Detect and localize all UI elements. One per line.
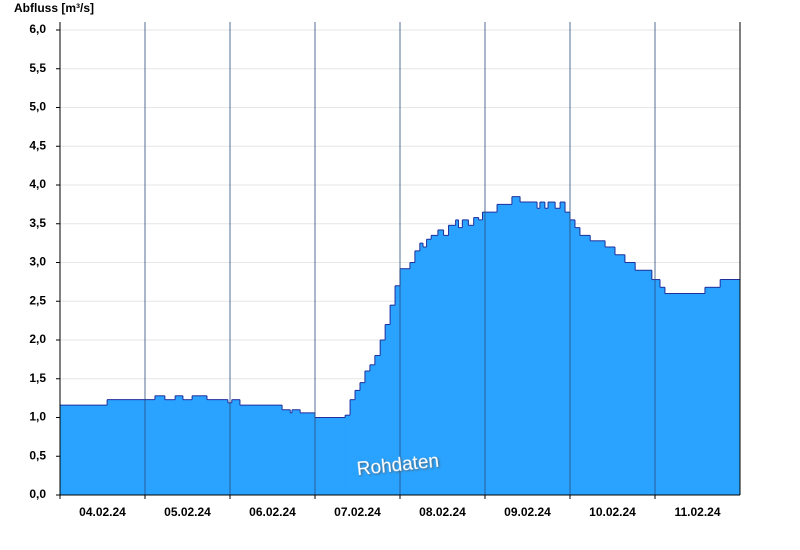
x-tick-label: 04.02.24 <box>79 505 126 519</box>
y-tick-label: 1,5 <box>29 371 46 385</box>
area-step <box>443 235 449 495</box>
area-step <box>614 254 626 495</box>
area-step <box>400 268 411 495</box>
area-step <box>704 287 721 495</box>
x-tick-label: 06.02.24 <box>249 505 296 519</box>
area-step <box>290 412 293 495</box>
y-tick-label: 2,0 <box>29 332 46 346</box>
area-step <box>419 243 424 495</box>
x-tick-label: 05.02.24 <box>164 505 211 519</box>
area-step <box>60 405 108 495</box>
area-step <box>468 225 475 496</box>
x-tick-label: 10.02.24 <box>589 505 636 519</box>
y-tick-label: 4,0 <box>29 177 46 191</box>
plot-area: 0,0 0,5 1,0 1,5 2,0 2,5 3,0 3,5 4,0 4,5 5,0 5,5 6,0 0… <box>29 22 741 519</box>
area-step <box>720 279 741 495</box>
x-tick-label: 11.02.24 <box>674 505 720 519</box>
area-step <box>431 235 439 495</box>
area-step <box>364 371 371 495</box>
area-step <box>590 240 606 495</box>
y-tick-label: 2,5 <box>29 293 46 307</box>
area-step <box>462 219 469 495</box>
y-tick-label: 4,5 <box>29 138 46 152</box>
area-step <box>369 364 376 495</box>
area-step <box>659 287 666 495</box>
area-step <box>458 227 463 495</box>
area-step <box>478 219 483 495</box>
area-step <box>560 202 566 496</box>
area-step <box>448 225 457 496</box>
area-step <box>414 250 421 495</box>
area-step <box>605 247 616 495</box>
x-tick-label: 08.02.24 <box>419 505 466 519</box>
area-step <box>107 399 156 495</box>
area-step <box>635 270 653 495</box>
y-tick-label: 5,0 <box>29 100 46 114</box>
area-step <box>520 202 538 496</box>
area-step <box>574 227 581 495</box>
y-tick-label: 6,0 <box>29 22 46 36</box>
area-step <box>239 405 283 495</box>
area-step <box>624 262 636 495</box>
area-step <box>282 409 291 495</box>
area-step <box>497 204 513 495</box>
area-step <box>473 217 480 496</box>
area-step <box>385 324 391 495</box>
area-step <box>395 285 401 495</box>
area-step <box>380 340 386 495</box>
area-step <box>548 202 556 496</box>
area-step <box>511 196 521 495</box>
area-step <box>565 212 571 495</box>
area-step <box>192 395 208 495</box>
area-step <box>355 390 361 495</box>
area-step <box>154 395 166 495</box>
y-tick-label: 3,5 <box>29 216 46 230</box>
y-tick-label: 1,0 <box>29 410 46 424</box>
area-step <box>570 219 576 495</box>
area-step <box>544 208 549 495</box>
area-step <box>291 409 301 495</box>
y-tick-label: 0,0 <box>29 487 46 501</box>
area-step <box>664 293 706 495</box>
y-axis-label: Abfluss [m³/s] <box>14 1 94 15</box>
area-step <box>182 399 193 495</box>
area-step <box>437 229 444 495</box>
area-step <box>555 208 561 495</box>
area-step <box>537 208 541 495</box>
x-tick-label: 07.02.24 <box>334 505 381 519</box>
area-step <box>409 262 416 495</box>
x-tick-label: 09.02.24 <box>504 505 551 519</box>
area-step <box>426 239 432 495</box>
area-step <box>482 212 498 495</box>
area-step <box>359 382 366 495</box>
area-step <box>651 279 661 495</box>
area-step <box>164 399 176 495</box>
area-step <box>423 247 427 495</box>
area-step <box>455 219 459 495</box>
y-tick-label: 0,5 <box>29 448 46 462</box>
y-tick-label: 5,5 <box>29 61 46 75</box>
area-step <box>579 235 591 495</box>
area-step <box>300 412 316 495</box>
area-step <box>539 202 546 496</box>
area-step <box>175 395 184 495</box>
area-step <box>350 399 356 495</box>
area-step <box>315 417 346 495</box>
area-step <box>231 399 241 495</box>
area-step <box>345 415 351 495</box>
area-step <box>390 305 396 495</box>
area-step <box>374 355 381 495</box>
y-tick-label: 3,0 <box>29 255 46 269</box>
area-step <box>206 399 229 495</box>
